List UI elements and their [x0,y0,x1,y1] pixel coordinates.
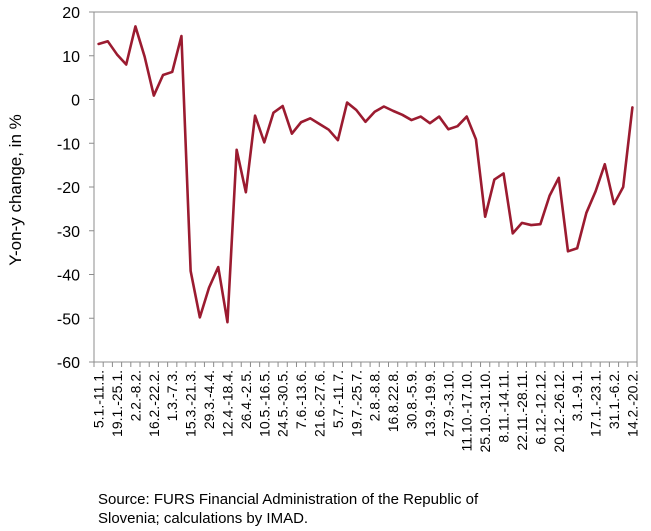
x-tick-label: 2.2.-8.2. [127,370,143,421]
x-tick-label: 11.10.-17.10. [459,370,475,451]
x-tick-label: 24.5.-30.5. [275,370,291,437]
y-tick-label: -40 [57,268,80,285]
series [97,25,634,324]
x-tick-label: 5.1.-11.1. [91,370,107,428]
source-line-2: Slovenia; calculations by IMAD. [98,510,309,527]
y-axis: 20 10 0 -10 -20 -30 -40 -50 -60 [57,5,94,372]
x-tick-label: 3.1.-9.1. [569,370,585,421]
x-tick-label: 21.6.-27.6. [311,370,327,437]
x-tick-label: 5.7.-11.7. [330,370,346,428]
y-tick-label: 10 [62,49,80,66]
y-tick-label: 0 [71,93,80,110]
x-tick-label: 15.3.-21.3. [183,370,199,437]
x-tick-label: 17.1.-23.1. [588,370,604,437]
x-tick-label: 27.9.-3.10. [440,370,456,437]
x-tick-label: 30.8.-5.9. [404,370,420,429]
y-tick-label: -60 [57,355,80,372]
x-tick-label: 20.12.-26.12. [551,370,567,453]
y-tick-label: -10 [57,136,80,153]
x-tick-label: 31.1.-6.2. [606,370,622,429]
x-tick-label: 8.11.-14.11. [496,370,512,443]
source-line-1: Source: FURS Financial Administration of… [98,491,479,508]
x-tick-label: 16.8.22.8. [385,370,401,432]
x-tick-label: 6.12.-12.12. [532,370,548,445]
y-tick-label: 20 [62,5,80,22]
x-tick-label: 12.4.-18.4. [219,370,235,437]
x-tick-label: 25.10.-31.10. [477,370,493,453]
x-tick-label: 10.5.-16.5. [256,370,272,437]
y-tick-label: -30 [57,224,80,241]
x-tick-label: 19.1.-25.1. [109,370,125,437]
x-tick-label: 26.4.-2.5. [238,370,254,429]
x-tick-label: 7.6.-13.6. [293,370,309,429]
y-tick-label: -20 [57,180,80,197]
x-tick-label: 29.3.-4.4. [201,370,217,429]
x-tick-label: 1.3.-7.3. [164,370,180,421]
x-tick-label: 2.8.-8.8. [367,370,383,421]
x-tick-label: 14.2.-20.2. [624,370,640,437]
source-note: Source: FURS Financial Administration of… [98,490,618,528]
x-tick-label: 13.9.-19.9. [422,370,438,437]
y-axis-title: Y-on-y change, in % [6,114,25,266]
x-tick-label: 22.11.-28.11. [514,370,530,450]
x-tick-label: 19.7.-25.7. [348,370,364,437]
series-line [97,25,634,324]
x-tick-label: 16.2.-22.2. [146,370,162,437]
x-axis: 5.1.-11.1. 19.1.-25.1. 2.2.-8.2. 16.2.-22.2… [91,362,640,453]
y-tick-label: -50 [57,311,80,328]
